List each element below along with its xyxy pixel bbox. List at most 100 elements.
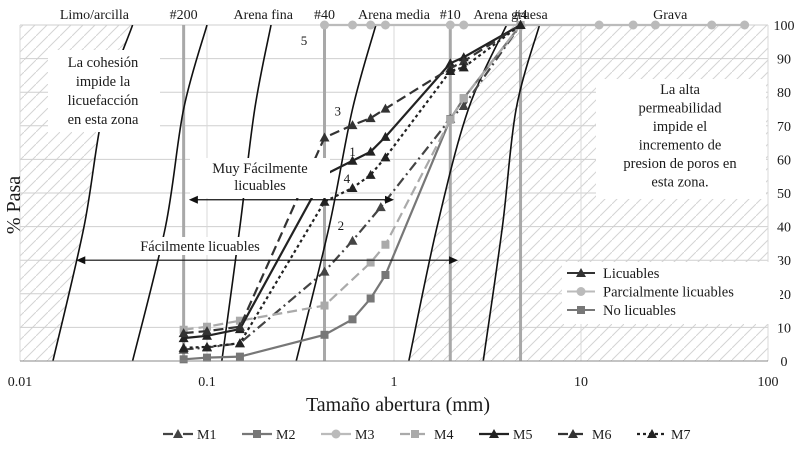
data-point-m5 [380,131,391,141]
data-point-m3 [707,20,717,30]
data-point-m6 [234,321,245,331]
data-point-m5 [202,330,212,340]
series-legend-marker [647,429,657,438]
series-legend-marker [568,429,578,438]
x-tick-label: 0.01 [8,375,33,390]
y-axis-title: % Pasa [3,176,25,234]
data-point-m6 [365,113,376,123]
series-legend-label: M6 [592,428,611,443]
right-zone-note-line: incremento de [639,138,722,154]
soil-class-label: Arena fina [234,8,294,23]
data-point-m4 [459,94,468,103]
sieve-label: #200 [170,8,198,23]
x-axis-title: Tamaño abertura (mm) [306,394,490,416]
category-legend-label: Parcialmente licuables [603,285,734,301]
data-point-m5 [365,146,376,156]
data-point-m6 [178,328,189,338]
left-note-background [48,50,160,132]
boundary-facilmente-right [408,25,508,361]
muy-facilmente-range-arrow [188,195,394,204]
category-legend-marker [576,268,586,277]
data-point-m4 [381,240,390,249]
data-point-m4 [320,301,329,310]
range-arrow-head-right [385,195,394,204]
data-point-m3 [628,20,638,30]
data-point-m6 [319,132,330,142]
category-legend: Licuables Parcialmente licuables No licuab… [562,262,780,324]
data-point-m2 [381,270,390,279]
data-point-m6 [458,56,469,66]
data-point-m7 [365,169,376,179]
data-point-m2 [320,330,329,339]
data-point-m4 [235,316,244,325]
soil-class-label: Limo/arcilla [60,8,130,23]
left-zone-note-line: en esta zona [68,112,139,128]
data-point-m5 [178,333,189,343]
data-point-m6 [202,326,212,336]
data-point-m7 [178,342,189,352]
series-legend-label: M1 [197,428,216,443]
category-legend-label: No licuables [603,303,676,319]
data-point-m7 [380,152,391,162]
annotations: La cohesión impide la licuefacción en esta … [48,33,766,265]
data-point-m7 [458,62,469,72]
sieve-label: #4 [514,8,528,23]
data-point-m3 [459,20,469,30]
x-tick-label: 10 [574,375,588,390]
category-legend-label: Licuables [603,266,660,282]
facilmente-range-arrow [76,256,459,265]
y-tick-label: 80 [777,86,791,101]
data-point-m7 [445,66,456,76]
series-legend-item-m6: M6 [558,428,611,443]
data-point-m3 [320,20,330,30]
data-point-m3 [445,20,455,30]
data-point-m1 [458,100,469,110]
series-legend-item-m7: M7 [637,428,690,443]
category-legend-marker [576,287,586,296]
x-tick-label: 0.1 [198,375,216,390]
data-point-m3 [366,20,376,30]
series-legend-label: M2 [276,428,295,443]
y-tick-label: 0 [781,355,788,370]
data-point-m3 [740,20,750,30]
data-point-m7 [347,182,358,192]
data-point-m7 [234,338,245,348]
series-legend-label: M4 [434,428,453,443]
series-line-m6 [183,24,522,335]
y-tick-label: 30 [777,254,791,269]
right-zone-note-line: permeabilidad [639,101,723,117]
data-point-m5 [445,58,456,68]
muy-facilmente-label: Muy Fácilmente [212,161,307,177]
series-legend-marker [411,430,419,438]
data-point-m2 [179,355,188,364]
y-tick-label: 70 [777,120,791,135]
data-point-m6 [347,120,358,130]
data-point-m3 [650,20,660,30]
y-tick-label: 90 [777,53,791,68]
series-legend-item-m3: M3 [321,428,374,443]
right-zone-note-line: impide el [653,119,707,135]
series-legend-item-m5: M5 [479,428,532,443]
range-arrow-head-right [449,256,459,265]
series-line-m5 [183,24,522,340]
data-point-m7 [319,196,330,206]
x-tick-label: 1 [391,375,398,390]
x-tick-label: 100 [758,375,779,390]
y-tick-label: 100 [774,19,795,34]
category-legend-marker [577,306,585,314]
sieve-label: #10 [440,8,461,23]
data-point-m2 [203,353,211,362]
curve-number-label: 5 [301,33,308,48]
right-zone-note-line: La alta [660,82,700,98]
data-series [178,20,750,364]
series-legend-label: M5 [513,428,532,443]
data-point-m5 [347,155,358,165]
series-legend-item-m4: M4 [400,428,453,443]
data-point-m4 [446,115,455,124]
data-point-m3 [348,20,358,30]
left-zone-note-line: impide la [76,74,131,90]
data-point-m7 [202,341,212,351]
data-point-m3 [594,20,604,30]
series-line-m4 [183,24,522,331]
